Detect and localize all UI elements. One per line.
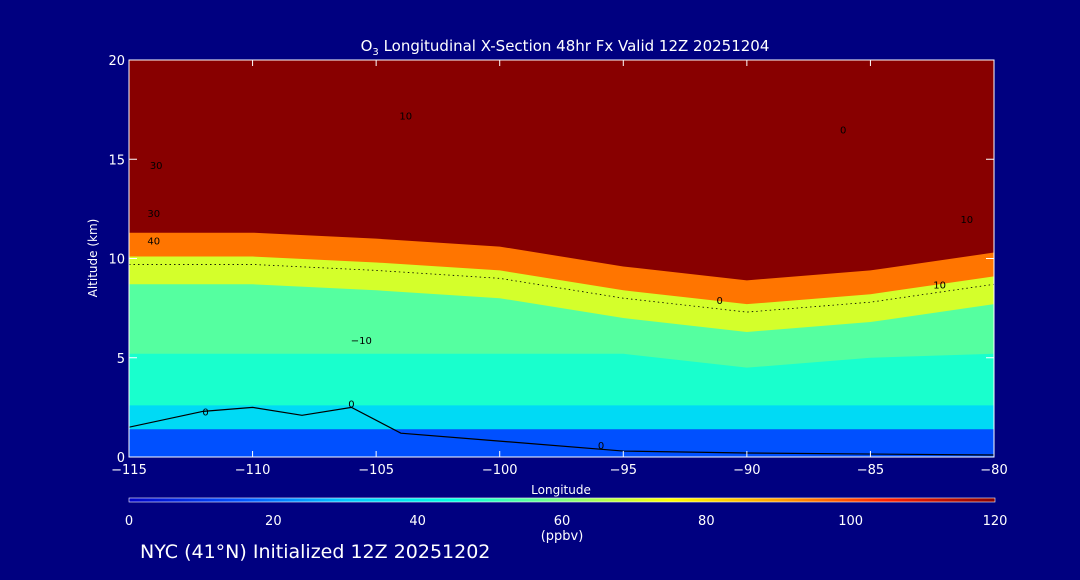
y-tick-label: 15 [108, 153, 125, 168]
y-tick-label: 0 [117, 451, 125, 466]
colorbar-tick-label: 20 [265, 514, 282, 529]
colorbar-tick-label: 100 [838, 514, 863, 529]
contour-label: 0 [840, 125, 846, 136]
ozone-field [129, 60, 994, 457]
chart-title: O3 Longitudinal X-Section 48hr Fx Valid … [361, 37, 770, 58]
colorbar-tick-label: 120 [983, 514, 1008, 529]
colorbar-tick-label: 80 [698, 514, 715, 529]
contour-lines [129, 264, 994, 456]
colorbar [128, 497, 996, 503]
contour-label: −10 [351, 336, 372, 347]
x-tick-label: −95 [610, 463, 637, 478]
colorbar-unit-label: (ppbv) [541, 529, 584, 544]
tropopause-contour [129, 264, 994, 313]
x-tick-label: −105 [358, 463, 394, 478]
initialization-caption: NYC (41°N) Initialized 12Z 20251202 [140, 541, 491, 563]
contour-label: 0 [348, 399, 354, 410]
contour-labels: 10 30 30 40 −10 0 0 0 0 0 10 10 [147, 112, 973, 453]
colorbar-ticks: 0 20 40 60 80 100 120 [125, 514, 1008, 529]
contour-label: 10 [933, 280, 946, 291]
x-tick-label: −115 [111, 463, 147, 478]
contour-label: 0 [598, 441, 604, 452]
title-subscript: 3 [372, 47, 378, 58]
y-axis-label: Altitude (km) [86, 219, 100, 298]
y-tick-label: 5 [117, 352, 125, 367]
contour-label: 10 [399, 112, 412, 123]
contour-label: 0 [716, 296, 722, 307]
x-tick-label: −100 [482, 463, 518, 478]
y-tick-label: 10 [108, 253, 125, 268]
x-tick-label: −80 [980, 463, 1007, 478]
contour-label: 30 [147, 209, 160, 220]
y-tick-label: 20 [108, 54, 125, 69]
title-rest: Longitudinal X-Section 48hr Fx Valid 12Z… [379, 37, 770, 55]
x-tick-label: −90 [733, 463, 760, 478]
colorbar-tick-label: 40 [409, 514, 426, 529]
x-axis-label: Longitude [531, 483, 591, 497]
x-tick-label: −110 [235, 463, 271, 478]
contour-label: 30 [150, 161, 163, 172]
contour-label: 40 [147, 237, 160, 248]
colorbar-tick-label: 60 [554, 514, 571, 529]
terrain-contour [129, 406, 994, 456]
title-prefix: O [361, 37, 373, 55]
x-axis: −115 −110 −105 −100 −95 −90 −85 −80 [111, 60, 1008, 478]
x-tick-label: −85 [857, 463, 884, 478]
y-axis: 0 5 10 15 20 [108, 54, 994, 466]
contour-label: 0 [202, 407, 208, 418]
ozone-band-surface-low [129, 429, 994, 457]
colorbar-tick-label: 0 [125, 514, 133, 529]
contour-label: 10 [960, 215, 973, 226]
